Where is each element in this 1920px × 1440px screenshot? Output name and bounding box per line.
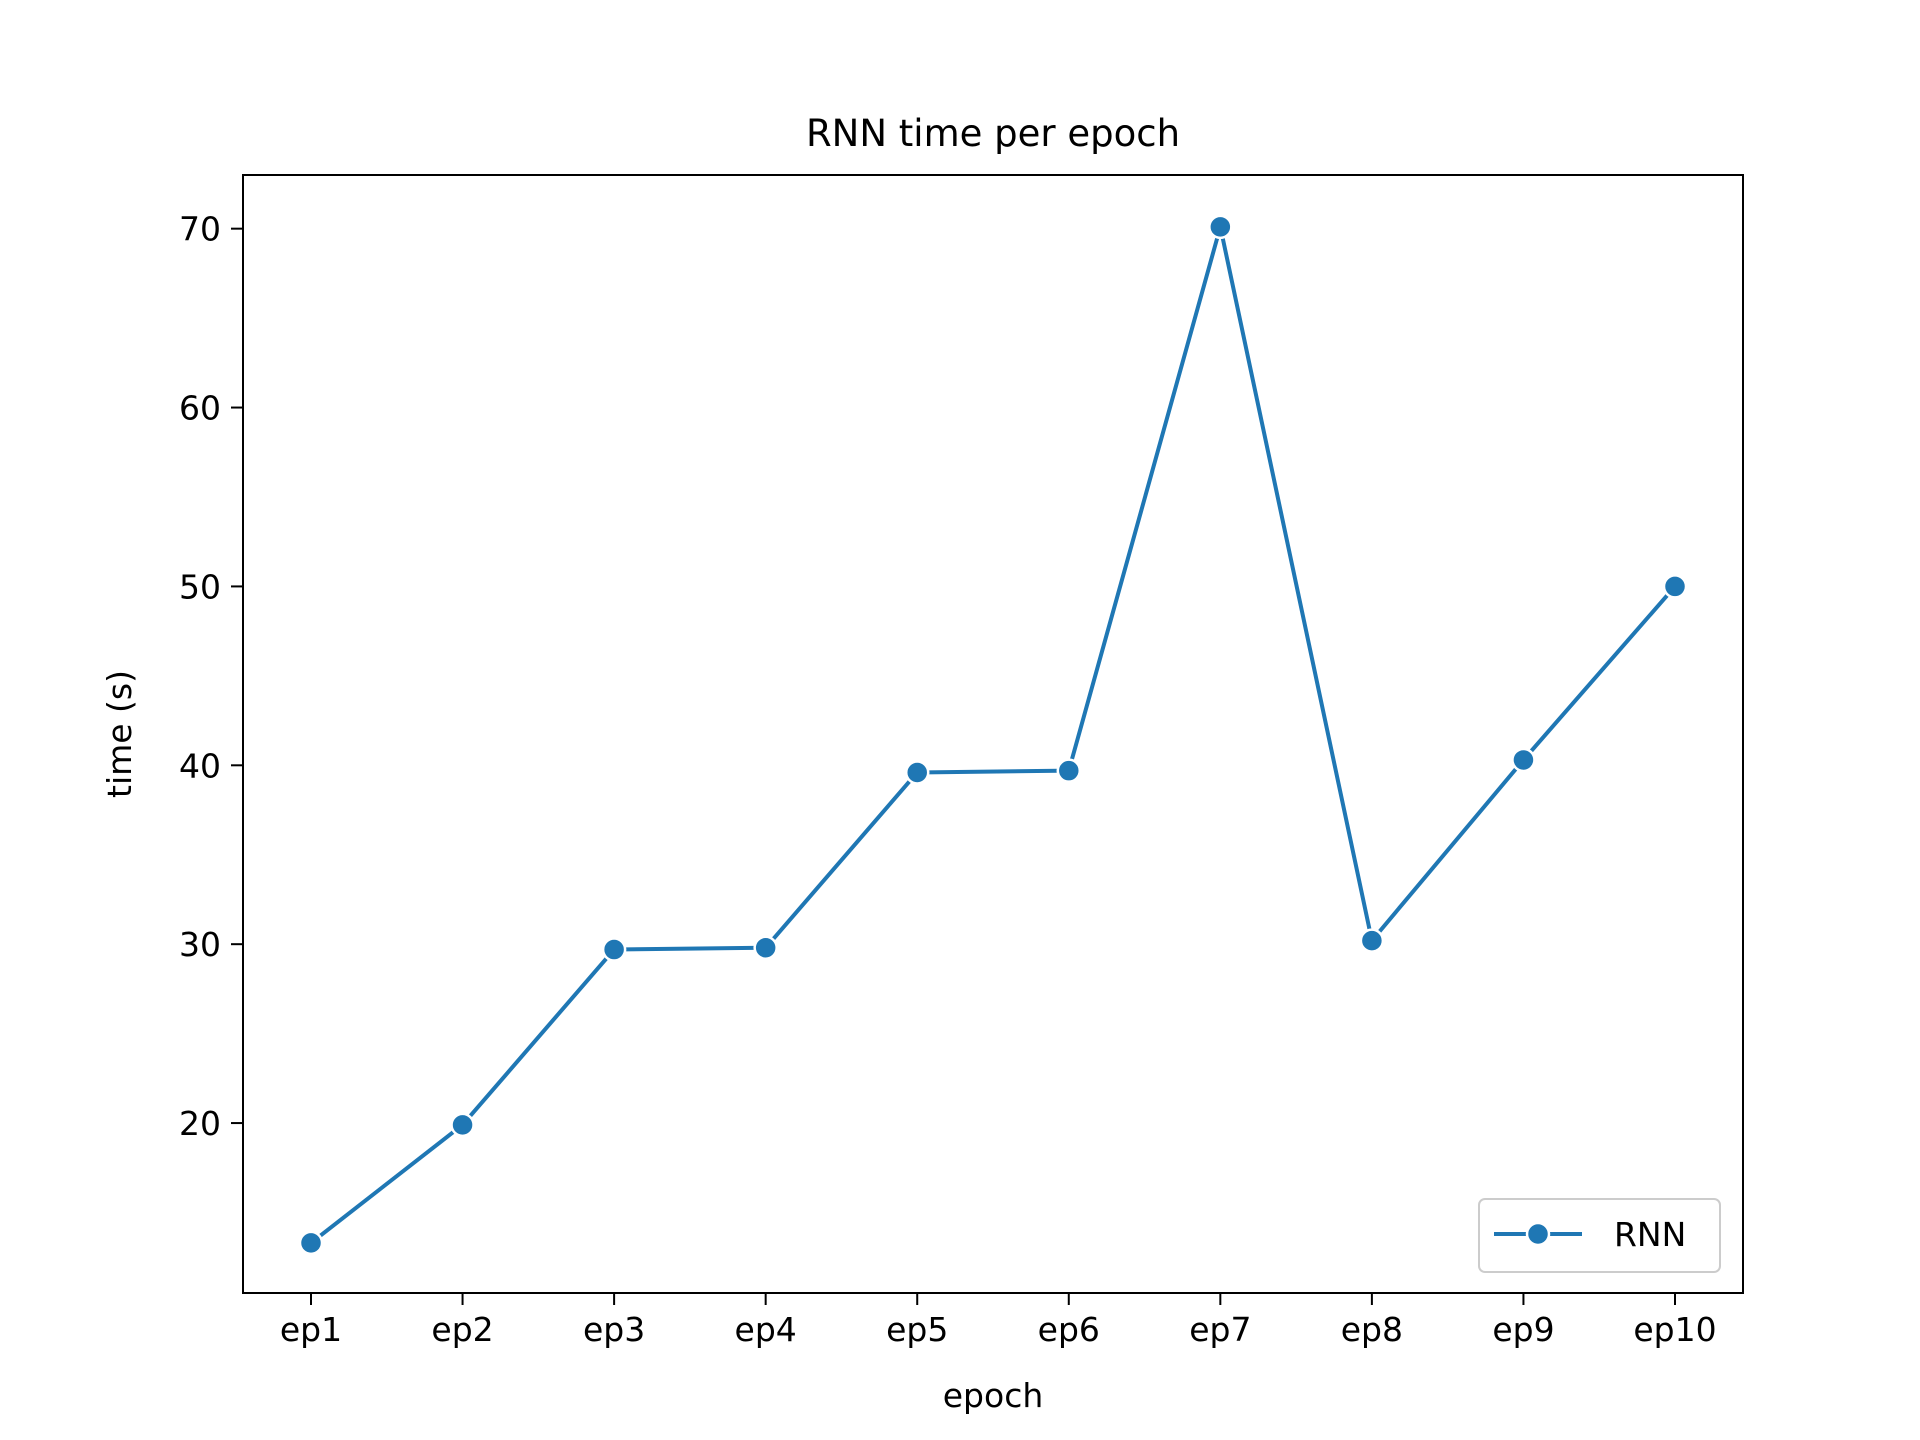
y-tick-label: 30 <box>179 925 221 964</box>
x-tick-label: ep2 <box>431 1310 493 1349</box>
data-point <box>450 1112 475 1138</box>
x-tick-label: ep7 <box>1189 1310 1251 1349</box>
data-point <box>753 935 778 961</box>
data-point <box>1056 758 1082 783</box>
data-point <box>1359 928 1385 953</box>
y-tick-label: 40 <box>179 746 221 785</box>
legend: RNN <box>1478 1198 1721 1273</box>
y-tick-label: 60 <box>179 389 221 428</box>
x-axis: ep1 ep2 ep3 ep4 ep5 ep6 ep7 ep8 ep9 ep10 <box>280 1293 1717 1349</box>
legend-marker <box>1525 1221 1551 1247</box>
x-axis-label: epoch <box>943 1376 1044 1415</box>
y-axis-label: time (s) <box>100 670 139 798</box>
plot-area <box>298 214 1688 1256</box>
legend-label-rnn: RNN <box>1614 1215 1686 1254</box>
data-point <box>298 1230 324 1256</box>
y-tick-label: 50 <box>179 567 221 606</box>
data-point <box>1208 214 1233 240</box>
legend-box <box>1478 1198 1721 1273</box>
x-tick-label: ep3 <box>583 1310 645 1349</box>
y-tick-label: 70 <box>179 210 221 249</box>
data-point <box>904 760 930 785</box>
data-point <box>1662 574 1688 599</box>
chart-title: RNN time per epoch <box>806 112 1180 155</box>
y-tick-label: 20 <box>179 1104 221 1143</box>
x-tick-label: ep1 <box>280 1310 342 1349</box>
x-tick-label: ep10 <box>1633 1310 1716 1349</box>
axes-frame <box>242 174 1744 1294</box>
data-point <box>601 937 627 962</box>
series-line-rnn <box>308 224 1678 1246</box>
x-tick-label: ep4 <box>735 1310 797 1349</box>
data-point <box>1511 747 1536 773</box>
x-tick-label: ep9 <box>1492 1310 1554 1349</box>
x-tick-label: ep8 <box>1341 1310 1403 1349</box>
x-tick-label: ep6 <box>1038 1310 1100 1349</box>
y-axis: 20 30 40 50 60 70 <box>179 210 243 1143</box>
x-tick-label: ep5 <box>886 1310 948 1349</box>
